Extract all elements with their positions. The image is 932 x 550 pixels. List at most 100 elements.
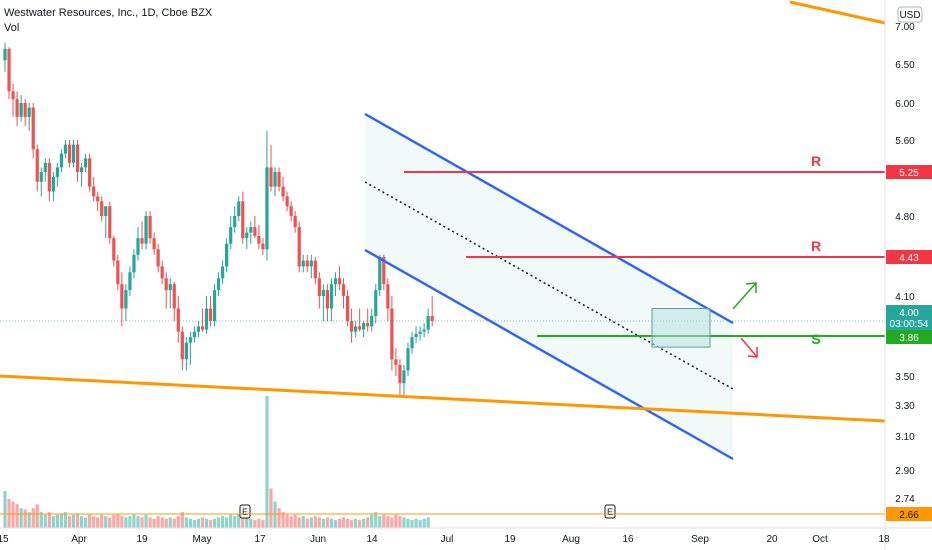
candle-body <box>216 278 221 291</box>
x-tick-label: 19 <box>136 534 148 545</box>
volume-bar <box>43 514 47 528</box>
volume-bar <box>59 513 64 528</box>
volume-bar <box>341 517 346 528</box>
volume-bar <box>176 516 180 528</box>
candle-body <box>84 158 88 168</box>
candle-body <box>148 216 152 239</box>
channel-lower-line <box>364 248 734 461</box>
candle-body <box>337 278 342 285</box>
candle-body <box>341 284 346 296</box>
candle-body <box>297 227 301 267</box>
candle-body <box>128 272 132 291</box>
y-tick-label: 4.10 <box>895 292 915 303</box>
volume-bar <box>257 518 261 528</box>
candle-body <box>325 290 329 309</box>
volume-bar <box>277 508 281 528</box>
volume-bar <box>281 512 285 528</box>
x-tick-label: 16 <box>622 534 634 545</box>
volume-bar <box>414 518 418 528</box>
volume-bar <box>289 516 293 528</box>
candle-body <box>358 326 362 330</box>
candle-body <box>241 201 245 239</box>
volume-bar <box>313 516 317 528</box>
volume-bar <box>180 512 184 528</box>
candle-body <box>156 249 160 267</box>
candle-body <box>293 216 297 228</box>
candle-body <box>370 316 374 327</box>
price-tag <box>886 330 932 344</box>
candle-body <box>285 196 289 207</box>
candle-body <box>261 243 265 250</box>
earnings-marker-label: E <box>607 507 613 517</box>
candle-body <box>349 321 354 332</box>
x-tick-label: May <box>193 534 212 545</box>
volume-bar <box>148 517 152 528</box>
volume-bar <box>245 517 249 528</box>
volume-bar <box>293 514 297 528</box>
volume-bar <box>164 518 168 528</box>
earnings-marker-label: E <box>242 507 248 517</box>
candle-body <box>394 359 398 365</box>
y-tick-label: 3.30 <box>895 401 915 412</box>
channel-fill <box>365 114 733 459</box>
volume-bar <box>79 516 84 528</box>
candle-body <box>366 323 370 327</box>
volume-bar <box>406 518 410 528</box>
candle-body <box>3 48 7 61</box>
candle-body <box>124 290 128 309</box>
volume-bar <box>241 516 245 528</box>
candle-body <box>277 172 281 187</box>
volume-bar <box>140 517 144 528</box>
price-tag <box>886 165 932 179</box>
y-tick-label: 3.10 <box>895 432 915 443</box>
candle-body <box>317 278 321 296</box>
candle-body <box>59 153 64 168</box>
channel-midline <box>364 181 734 390</box>
support-label: S <box>811 331 820 347</box>
candle-body <box>132 254 136 273</box>
volume-bar <box>75 513 80 528</box>
volume-bar <box>15 504 19 528</box>
volume-bar <box>345 518 350 528</box>
volume-bar <box>160 517 164 528</box>
x-tick-label: 15 <box>0 534 9 545</box>
candle-body <box>301 260 305 267</box>
volume-bar <box>374 512 378 528</box>
resistance-label: R <box>811 238 821 254</box>
price-tag-label: 03:00:54 <box>890 319 929 330</box>
candle-body <box>233 216 237 228</box>
candle-body <box>104 206 108 216</box>
y-tick-label: 5.60 <box>895 136 915 147</box>
volume-bar <box>398 516 402 528</box>
candle-body <box>229 227 233 244</box>
candle-body <box>269 167 273 187</box>
volume-label[interactable]: Vol <box>4 22 20 34</box>
candle-body <box>430 316 434 321</box>
volume-bar <box>378 516 382 528</box>
volume-bar <box>27 512 31 528</box>
volume-bar <box>55 514 59 528</box>
candle-body <box>71 144 76 163</box>
y-tick-label: 2.90 <box>895 466 915 477</box>
volume-bar <box>402 517 406 528</box>
volume-bar <box>382 514 386 528</box>
volume-bar <box>273 501 277 528</box>
volume-bar <box>394 514 398 528</box>
volume-bar <box>124 517 128 528</box>
currency-box <box>897 6 923 23</box>
volume-bar <box>67 516 72 528</box>
volume-bar <box>156 516 160 528</box>
candle-body <box>237 201 241 216</box>
candle-body <box>96 196 100 202</box>
earnings-marker: E <box>604 504 616 519</box>
candle-body <box>79 167 84 172</box>
symbol-title[interactable]: Westwater Resources, Inc., 1D, Cboe BZX <box>4 7 213 19</box>
resistance-label: R <box>811 153 821 169</box>
price-tag <box>886 250 932 264</box>
volume-bar <box>261 520 265 528</box>
x-tick-label: 18 <box>878 534 890 545</box>
volume-bar <box>321 518 325 528</box>
candle-body <box>265 167 269 250</box>
volume-bar <box>418 520 422 528</box>
